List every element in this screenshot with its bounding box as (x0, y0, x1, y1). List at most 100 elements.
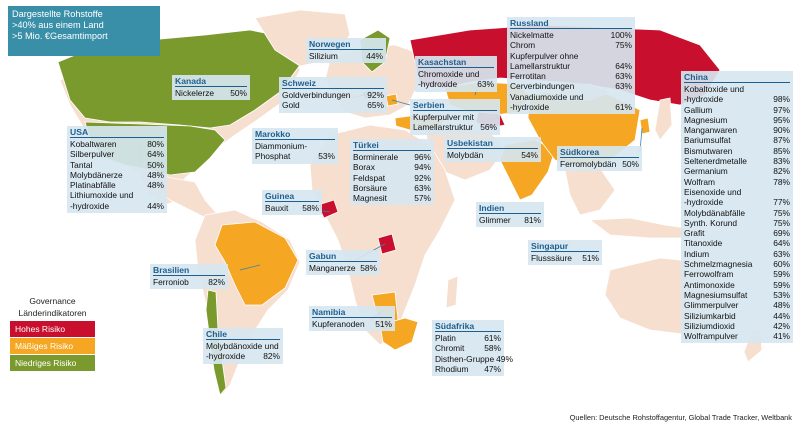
commodity-row: -hydroxide 44% (70, 201, 164, 211)
country-name: Südafrika (435, 321, 501, 332)
commodity-row: Magnesiumsulfat 53% (684, 290, 790, 300)
country-name: Guinea (265, 191, 319, 202)
commodity-name: Chromoxide und (418, 69, 480, 79)
country-name: Kanada (175, 76, 247, 87)
country-name: Marokko (255, 129, 335, 140)
import-share (162, 190, 164, 200)
import-share: 63% (615, 81, 632, 92)
commodity-name: Titanoxide (684, 238, 723, 249)
commodity-name: Siliziumkarbid (684, 310, 736, 321)
commodity-name: Ferromolybdän (560, 159, 617, 169)
import-share: 92% (367, 90, 384, 100)
commodity-name: Disthen-Gruppe (435, 353, 495, 364)
commodity-name: Bariumsulfat (684, 135, 731, 146)
commodity-row: Siliziumkarbid 44% (684, 311, 790, 321)
commodity-name: Molybdänabfälle (684, 207, 745, 218)
commodity-row: Cerverbindungen 63% (510, 81, 632, 91)
commodity-row: Lamellarstruktur 56% (413, 122, 497, 132)
commodity-row: Ferrowolfram 59% (684, 269, 790, 279)
import-share: 48% (147, 169, 164, 180)
intro-line-2: >40% aus einem Land (12, 20, 104, 30)
intro-line-3: >5 Mio. €Gesamtimport (12, 31, 108, 41)
import-share: 97% (773, 104, 790, 115)
import-share: 96% (414, 152, 431, 162)
legend-item-high-risk: Hohes Risiko (10, 321, 95, 337)
commodity-row: Antimonoxide 59% (684, 280, 790, 290)
legend: Governance Länderindikatoren Hohes Risik… (10, 296, 95, 372)
commodity-row: Kupferpulver mit (413, 112, 497, 122)
import-share (492, 69, 494, 79)
import-share (630, 51, 632, 61)
country-box-kanada: Kanada Nickelerze 50% (172, 75, 250, 101)
import-share: 82% (263, 351, 280, 362)
commodity-name: Antimonoxide (684, 279, 735, 290)
import-share (788, 187, 790, 197)
import-share: 81% (524, 215, 541, 225)
commodity-name: Gold (282, 100, 300, 111)
commodity-name: Gallium (684, 104, 713, 115)
country-name: Namibia (312, 307, 392, 318)
commodity-name: Borsäure (353, 182, 387, 193)
country-box-guinea: Guinea Bauxit 58% (262, 190, 322, 216)
commodity-name: Kobaltoxide und (684, 84, 745, 94)
import-share: 61% (484, 333, 501, 343)
commodity-name: Tantal (70, 159, 93, 170)
import-share: 64% (773, 238, 790, 249)
commodity-name: Glimmerpulver (684, 300, 739, 311)
country-name: Indien (479, 203, 541, 214)
country-name: USA (70, 127, 164, 138)
country-name: Brasilien (153, 265, 225, 276)
import-share: 94% (414, 162, 431, 173)
country-box-brasilien: Brasilien Ferroniob 82% (150, 264, 228, 290)
commodity-name: Indium (684, 248, 710, 259)
commodity-row: Kobaltoxide und (684, 84, 790, 94)
commodity-row: Bismutwaren 85% (684, 146, 790, 156)
commodity-row: Grafit 69% (684, 228, 790, 238)
commodity-name: Feldspat (353, 172, 386, 183)
country-name: Singapur (531, 241, 599, 252)
commodity-row: Molybdänabfälle 75% (684, 208, 790, 218)
country-name: Gabun (309, 251, 377, 262)
import-share: 61% (615, 102, 632, 113)
commodity-row: Glimmer 81% (479, 215, 541, 225)
country-name: Chile (206, 329, 280, 340)
commodity-row: Disthen-Gruppe 49% (435, 353, 513, 364)
country-name: Südkorea (560, 147, 639, 158)
land-southeast-asia (564, 167, 616, 216)
commodity-row: Kobaltwaren 80% (70, 139, 164, 149)
commodity-row: Bariumsulfat 87% (684, 135, 790, 145)
commodity-name: Silberpulver (70, 149, 115, 160)
commodity-name: Phosphat (255, 151, 291, 162)
commodity-row: Gallium 97% (684, 105, 790, 115)
commodity-row: Lithiumoxide und (70, 190, 164, 200)
commodity-name: Chrom (510, 40, 536, 51)
import-share: 78% (773, 176, 790, 187)
commodity-name: Lamellarstruktur (413, 122, 474, 133)
commodity-name: -hydroxide (684, 94, 724, 105)
commodity-row: Silberpulver 64% (70, 149, 164, 159)
commodity-name: Wolframpulver (684, 331, 738, 342)
legend-title-1: Governance (29, 296, 76, 306)
commodity-name: Flusssäure (531, 253, 572, 263)
commodity-row: Wolframpulver 41% (684, 331, 790, 341)
commodity-row: -hydroxide 61% (510, 102, 632, 112)
commodity-row: Diammonium- (255, 141, 335, 151)
commodity-row: Lamellarstruktur 64% (510, 61, 632, 71)
commodity-row: Titanoxide 64% (684, 238, 790, 248)
country-box-singapur: Singapur Flusssäure 51% (528, 240, 602, 266)
country-box-usa: USA Kobaltwaren 80% Silberpulver 64% Tantal 50… (67, 126, 167, 214)
commodity-name: Diammonium- (255, 141, 308, 151)
country-name: Kasachstan (418, 57, 494, 68)
commodity-row: Nickelmatte 100% (510, 30, 632, 40)
commodity-row: Borax 94% (353, 162, 431, 172)
commodity-name: Cerverbindungen (510, 81, 575, 92)
intro-line-1: Dargestellte Rohstoffe (12, 9, 103, 19)
commodity-row: Manganerze 58% (309, 263, 377, 273)
import-share: 83% (773, 156, 790, 167)
country-box-marokko: Marokko Diammonium- Phosphat 53% (252, 128, 338, 164)
import-share: 87% (773, 135, 790, 146)
land-guinea (317, 199, 339, 219)
legend-title-2: Länderindikatoren (18, 307, 87, 318)
commodity-row: Chrom 75% (510, 40, 632, 50)
commodity-name: Magnesium (684, 114, 728, 125)
